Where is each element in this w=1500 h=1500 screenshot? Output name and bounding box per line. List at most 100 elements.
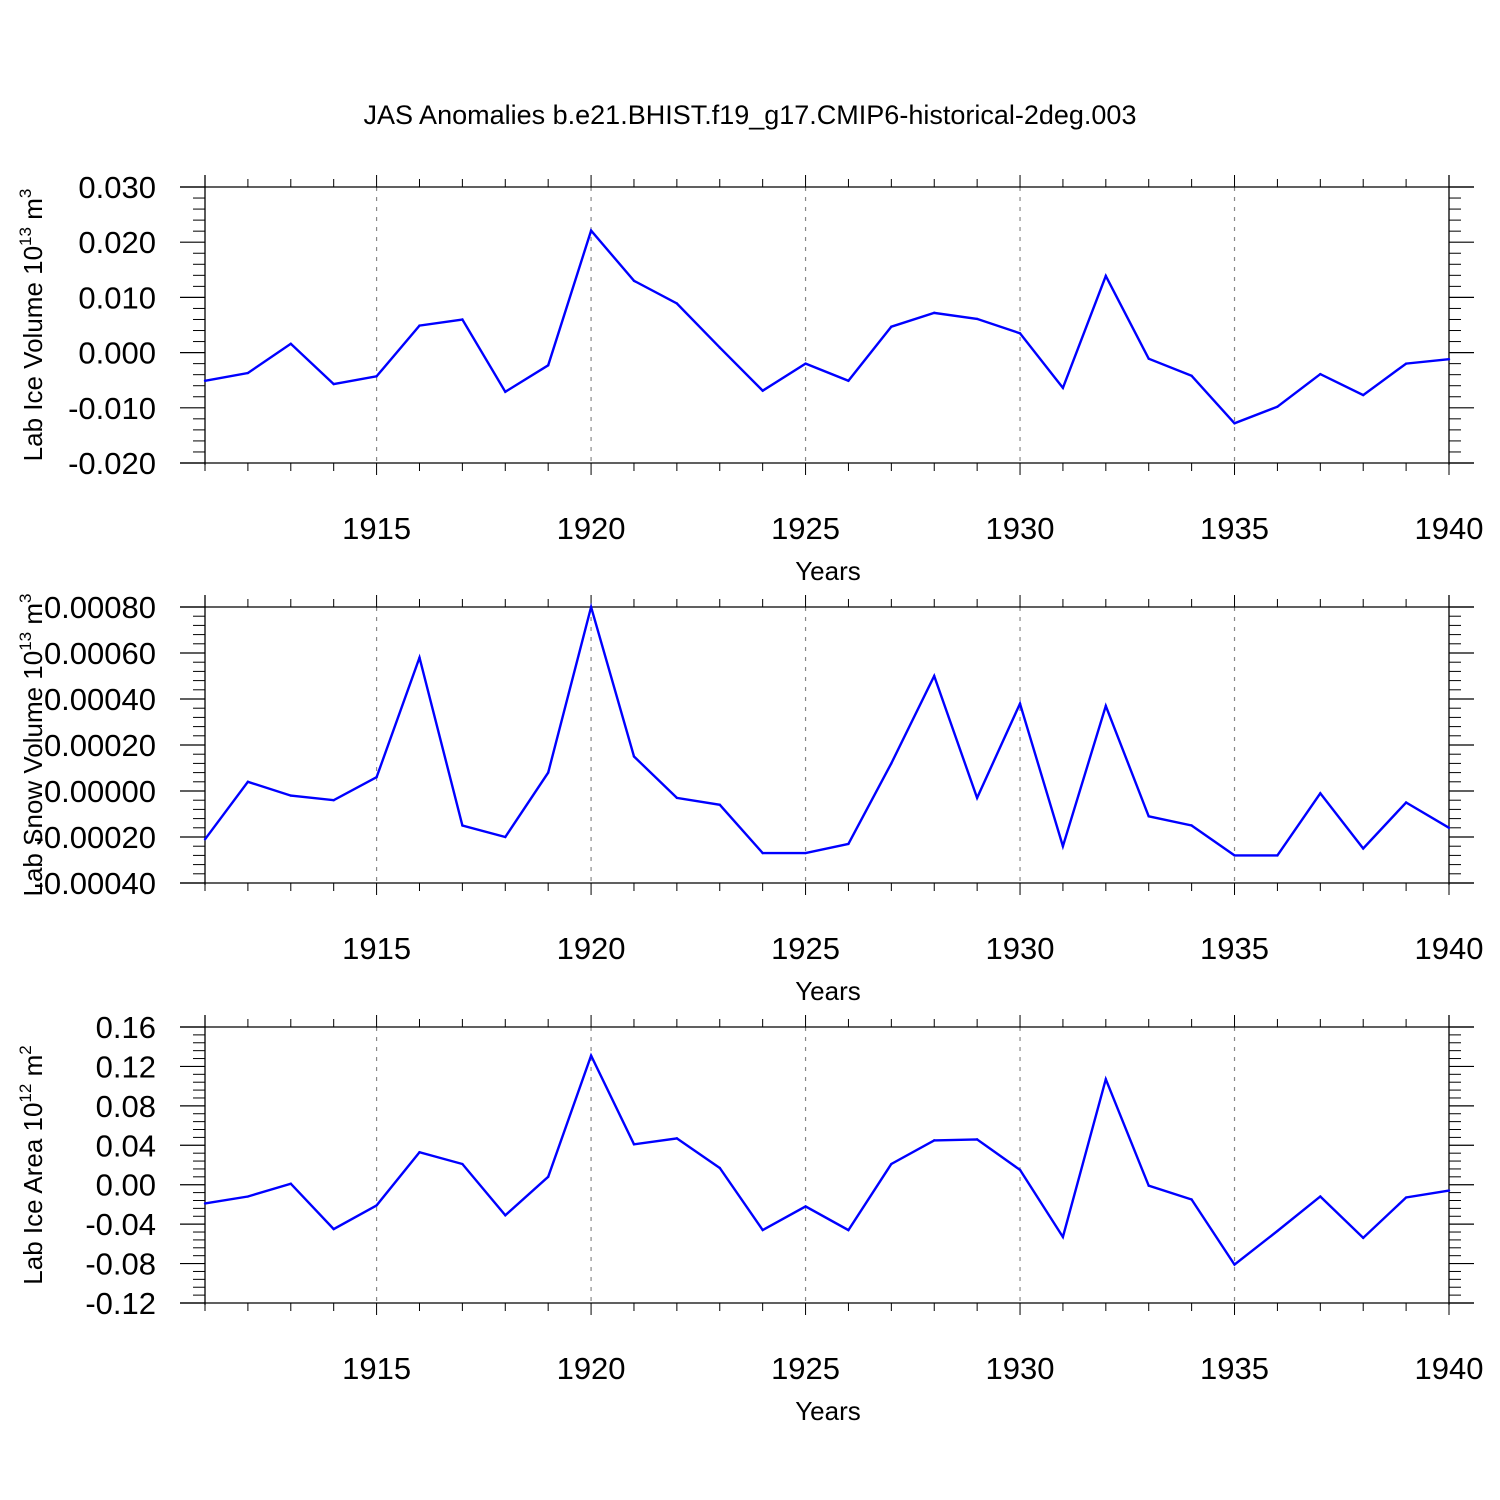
data-point xyxy=(1404,801,1408,804)
data-point xyxy=(546,364,550,367)
data-point xyxy=(933,1139,936,1142)
data-point xyxy=(1276,854,1279,857)
data-point xyxy=(589,605,593,609)
data-point xyxy=(504,1214,507,1217)
data-point xyxy=(375,776,378,779)
chart-title: JAS Anomalies b.e21.BHIST.f19_g17.CMIP6-… xyxy=(364,100,1137,130)
y-tick-label: -0.04 xyxy=(85,1207,156,1242)
y-label-text: Lab Ice Volume 10 xyxy=(18,246,48,461)
data-point xyxy=(1104,704,1108,708)
data-point xyxy=(1233,422,1236,425)
data-point xyxy=(1104,1078,1108,1081)
x-tick-label: 1930 xyxy=(986,931,1055,966)
data-point xyxy=(632,1143,636,1146)
y-tick-label: 0.08 xyxy=(96,1089,156,1124)
y-label-unit-exponent: 3 xyxy=(16,593,35,602)
data-point xyxy=(289,1182,292,1185)
data-point xyxy=(975,317,979,321)
data-point xyxy=(1362,847,1365,850)
data-point xyxy=(289,794,292,797)
x-tick-label: 1920 xyxy=(557,931,626,966)
x-axis-label: Years xyxy=(795,556,861,586)
data-point xyxy=(718,803,721,806)
panel-2: -0.00040 -0.00020 0.00000 0.00020 0.00040 0.0… xyxy=(16,590,1483,1006)
data-point xyxy=(1319,372,1322,376)
data-point xyxy=(804,851,807,855)
data-point xyxy=(847,1228,850,1232)
x-tick-label: 1915 xyxy=(342,931,411,966)
data-point xyxy=(890,762,893,765)
data-point xyxy=(589,229,593,232)
data-point xyxy=(1147,815,1150,818)
data-point xyxy=(1276,405,1279,408)
data-point xyxy=(246,1195,250,1198)
y-tick-label: 0.16 xyxy=(96,1010,156,1045)
data-point xyxy=(1319,1195,1322,1198)
y-label-exponent: 12 xyxy=(16,1084,35,1103)
y-label-unit: m xyxy=(18,198,48,227)
data-point xyxy=(289,342,292,345)
data-point xyxy=(1061,386,1065,390)
data-point xyxy=(1447,1189,1451,1192)
y-tick-label: 0.00040 xyxy=(44,682,156,717)
data-point xyxy=(761,851,764,855)
x-tick-label: 1935 xyxy=(1200,1351,1269,1386)
y-label-text: Lab Ice Area 10 xyxy=(18,1103,48,1285)
data-point xyxy=(203,1202,207,1205)
data-point xyxy=(847,842,850,846)
series-line-2 xyxy=(204,602,1450,857)
data-point xyxy=(1319,792,1322,795)
data-point xyxy=(761,389,764,392)
y-label-unit: m xyxy=(18,603,48,632)
x-tick-label: 1915 xyxy=(342,511,411,546)
data-point xyxy=(332,1227,335,1231)
y-tick-label: -0.08 xyxy=(85,1247,156,1282)
y-tick-label: -0.020 xyxy=(68,446,156,481)
data-point xyxy=(203,379,207,382)
x-tick-label: 1925 xyxy=(771,931,840,966)
data-point xyxy=(1018,702,1022,705)
y-tick-label: 0.04 xyxy=(96,1128,156,1163)
data-point xyxy=(546,1175,550,1179)
y-tick-label: -0.010 xyxy=(68,391,156,426)
data-point xyxy=(418,1150,421,1154)
data-point xyxy=(890,325,893,328)
data-point xyxy=(847,379,850,382)
data-point xyxy=(1147,357,1150,360)
data-point xyxy=(1190,374,1193,377)
data-point xyxy=(1190,1198,1193,1201)
data-point xyxy=(1404,1196,1408,1199)
y-axis-label: Lab Ice Volume 1013 m3 xyxy=(16,189,48,462)
y-axis-label: Lab Ice Area 1012 m2 xyxy=(16,1045,48,1284)
data-point xyxy=(203,838,207,841)
series-line-1 xyxy=(204,228,1450,425)
y-label-text: Lab Snow Volume 10 xyxy=(18,651,48,897)
data-point xyxy=(418,656,421,659)
x-tick-label: 1915 xyxy=(342,1351,411,1386)
x-tick-label: 1930 xyxy=(986,1351,1055,1386)
data-point xyxy=(546,771,550,774)
data-point xyxy=(1233,1263,1236,1266)
y-tick-label: 0.12 xyxy=(96,1049,156,1084)
data-point xyxy=(418,324,421,327)
y-tick-label: 0.010 xyxy=(78,280,156,315)
y-tick-label: 0.020 xyxy=(78,225,156,260)
data-point xyxy=(632,279,636,283)
chart-panels: -0.020 -0.010 0.000 0.010 0.020 0.030 1915 1920… xyxy=(16,170,1483,1426)
data-point xyxy=(933,311,936,315)
data-point xyxy=(375,1204,378,1207)
y-tick-label: 0.00060 xyxy=(44,636,156,671)
x-tick-label: 1935 xyxy=(1200,511,1269,546)
data-point xyxy=(675,302,679,305)
data-point xyxy=(1018,1168,1022,1172)
data-point xyxy=(1061,1235,1065,1239)
x-tick-label: 1920 xyxy=(557,1351,626,1386)
x-tick-label: 1940 xyxy=(1415,931,1484,966)
x-axis-label: Years xyxy=(795,1396,861,1426)
data-point xyxy=(718,346,721,349)
panel-3: -0.12 -0.08 -0.04 0.00 0.04 0.08 0.12 0.16 1915 1… xyxy=(16,1010,1483,1426)
data-point xyxy=(332,382,335,386)
data-point xyxy=(1233,854,1236,857)
x-tick-label: 1930 xyxy=(986,511,1055,546)
data-point xyxy=(1104,274,1108,278)
